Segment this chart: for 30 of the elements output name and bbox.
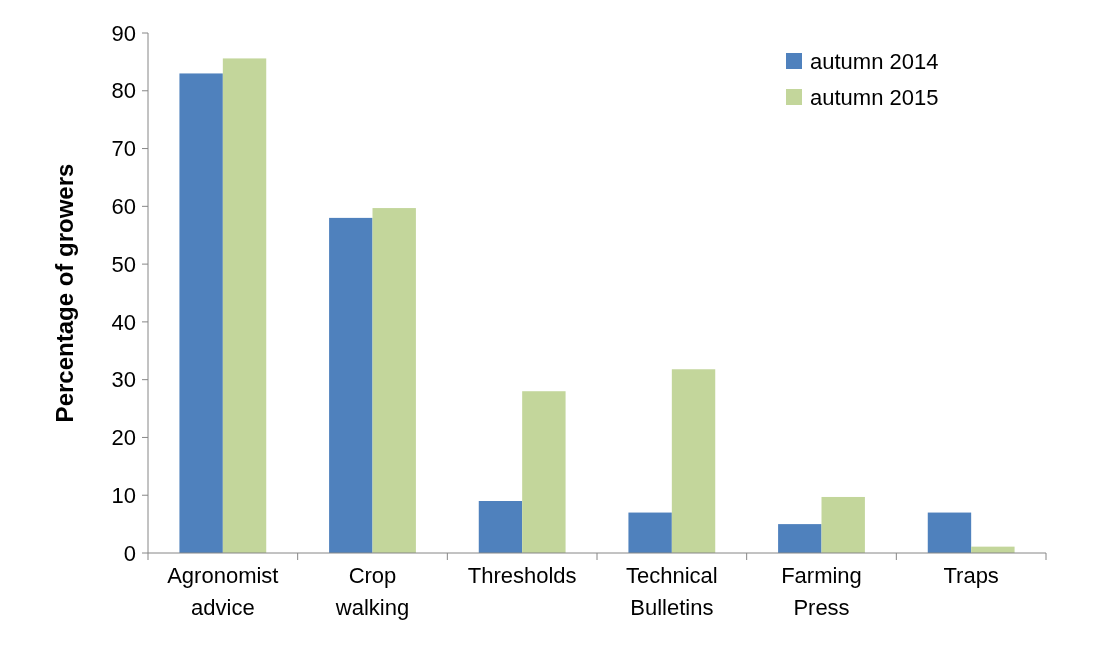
y-tick-label: 80 (111, 78, 136, 104)
y-tick-label: 20 (111, 425, 136, 451)
bar (927, 512, 972, 553)
bar (628, 512, 672, 553)
bar (778, 524, 822, 553)
x-tick-label: Crop walking (334, 563, 410, 620)
bar (222, 58, 267, 553)
y-axis-title: Percentage of growers (51, 163, 78, 423)
x-tick-label: Traps (943, 563, 999, 588)
y-tick-label: 70 (111, 136, 136, 162)
y-tick-label: 30 (111, 367, 136, 393)
x-tick-label: Thresholds (467, 563, 577, 588)
y-tick-label: 50 (111, 251, 136, 277)
bar (179, 73, 223, 553)
x-tick-label: Farming Press (781, 563, 862, 620)
bar (821, 496, 865, 553)
bar (671, 369, 716, 553)
y-tick-label: 0 (123, 540, 136, 566)
bar (329, 217, 373, 553)
x-tick-label: Agronomist advice (167, 563, 279, 620)
y-tick-label: 40 (111, 309, 136, 335)
bar (372, 208, 416, 553)
bar (522, 391, 566, 553)
legend-label: autumn 2014 (810, 48, 939, 74)
y-tick-label: 90 (111, 20, 136, 46)
y-tick-label: 60 (111, 194, 136, 220)
x-tick-label: Technical Bulletins (625, 563, 718, 620)
y-tick-label: 10 (111, 482, 136, 508)
legend-label: autumn 2015 (810, 84, 939, 110)
bar (478, 501, 523, 553)
